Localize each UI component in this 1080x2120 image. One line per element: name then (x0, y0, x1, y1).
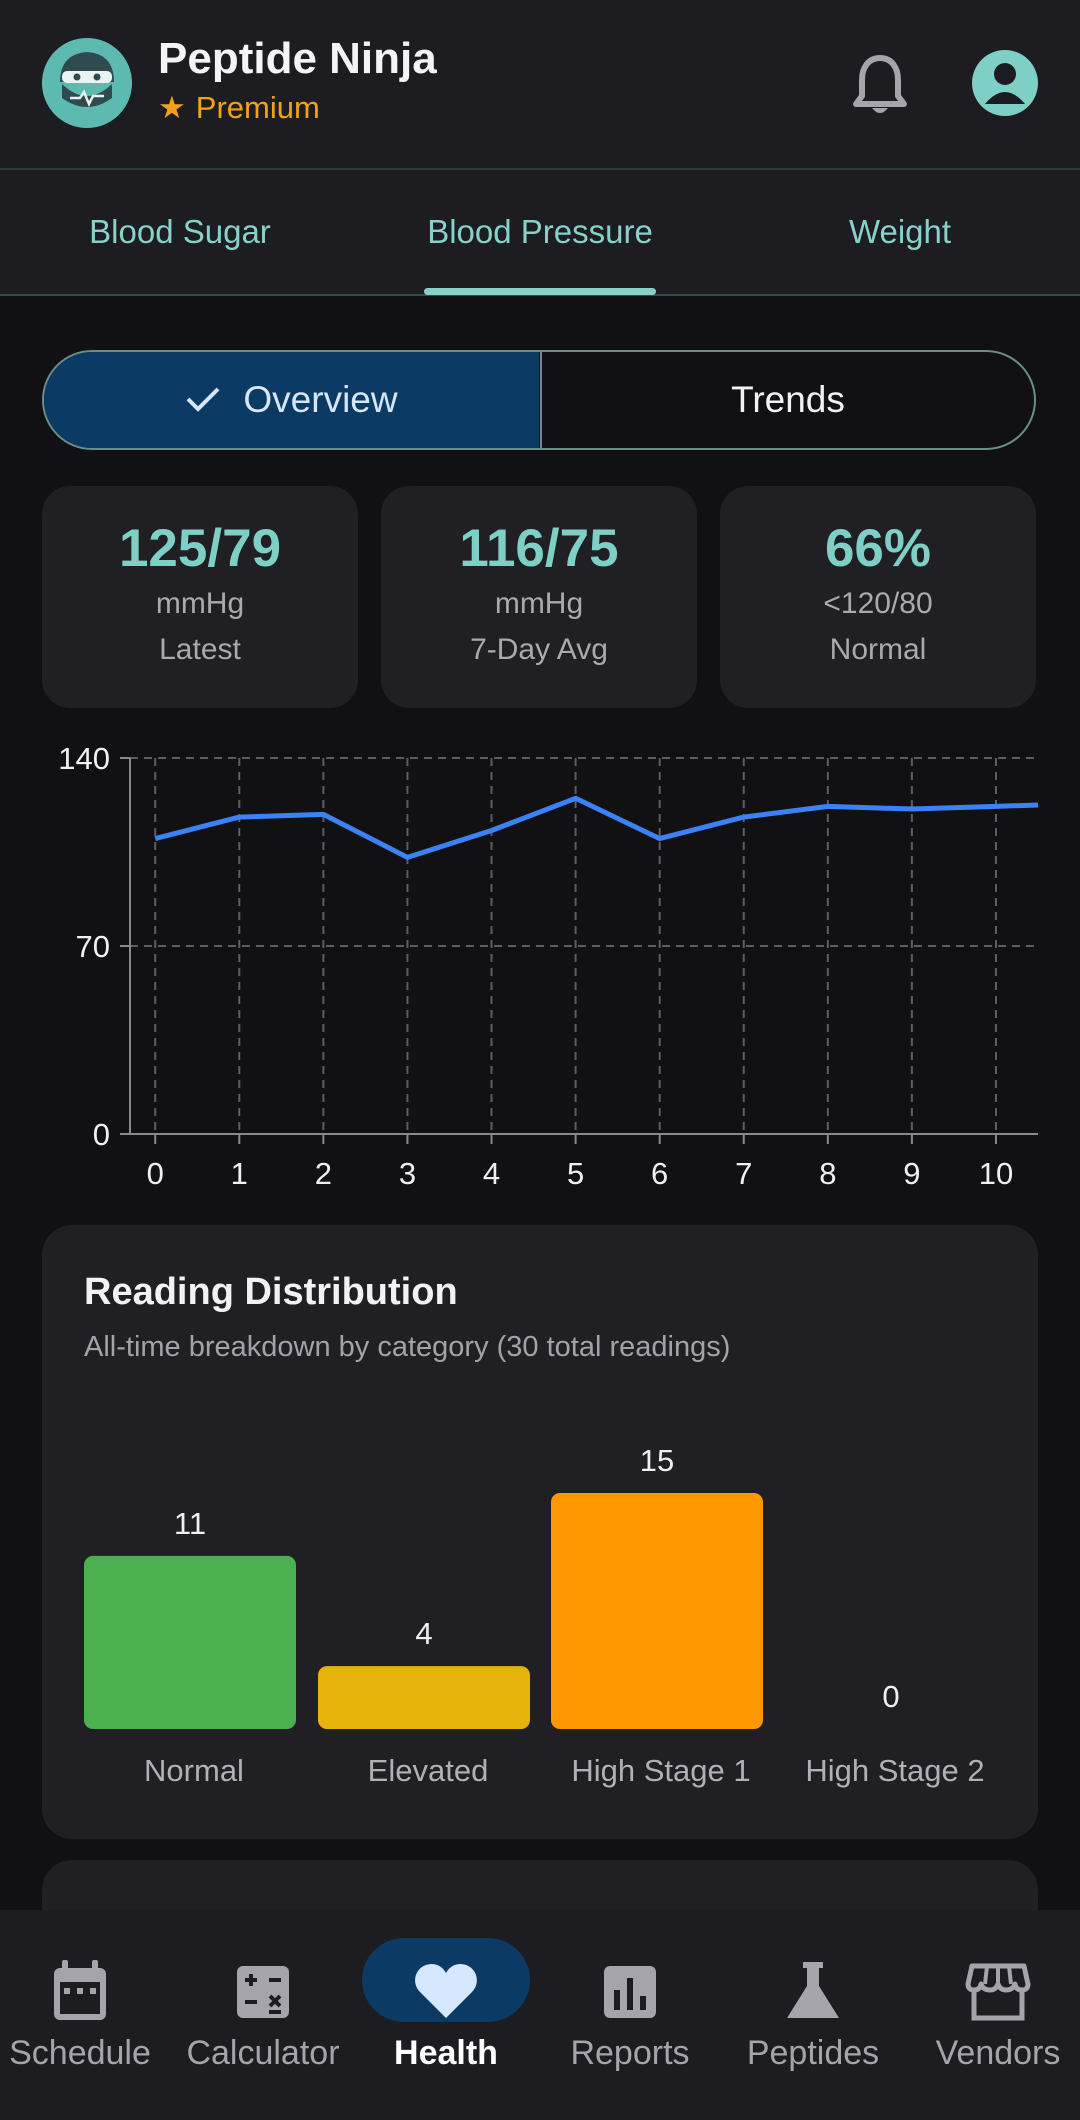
x-tick-label: 5 (567, 1156, 584, 1191)
x-tick-label: 1 (231, 1156, 248, 1191)
x-tick-label: 6 (651, 1156, 668, 1191)
stat-unit: mmHg (155, 587, 245, 620)
app-logo (42, 38, 132, 128)
series-line (154, 795, 1039, 860)
bar-category-label: High Stage 2 (805, 1753, 984, 1788)
storefront-icon (965, 1963, 1031, 2021)
calculator-icon (237, 1966, 289, 2018)
app-header: Peptide Ninja ★ Premium (0, 0, 1080, 170)
bottom-navigation: Schedule Calculator Health Reports Pepti… (0, 1910, 1080, 2120)
x-tick-label: 7 (735, 1156, 752, 1191)
nav-label: Health (394, 2034, 498, 2072)
heart-icon (415, 1964, 477, 2018)
x-tick-label: 2 (315, 1156, 332, 1191)
nav-peptides[interactable]: Peptides (723, 1910, 903, 2120)
stat-unit: mmHg (494, 587, 584, 620)
profile-avatar-icon[interactable] (972, 50, 1038, 116)
nav-calculator[interactable]: Calculator (173, 1910, 353, 2120)
reading-distribution-bar-chart: 11 Normal 4 Elevated 15 High Stage 1 0 High Sta… (84, 1443, 985, 1788)
star-icon: ★ (158, 90, 186, 125)
nav-vendors[interactable]: Vendors (908, 1910, 1080, 2120)
x-tick-label: 9 (903, 1156, 920, 1191)
premium-label: Premium (195, 90, 320, 125)
bar-category-label: Normal (144, 1753, 244, 1788)
nav-schedule[interactable]: Schedule (0, 1910, 170, 2120)
stat-label: 7-Day Avg (470, 633, 608, 666)
nav-label: Vendors (935, 2034, 1061, 2072)
notifications-bell-icon[interactable] (852, 52, 908, 116)
card-subtitle: All-time breakdown by category (30 total… (84, 1331, 731, 1363)
flask-icon (787, 1962, 839, 2018)
bar-chart-icon (604, 1966, 656, 2018)
blood-pressure-line-chart: 0 70 140 0 1 2 3 4 5 6 7 8 9 10 (58, 741, 1039, 1191)
x-tick-label: 0 (147, 1156, 164, 1191)
tab-blood-pressure[interactable]: Blood Pressure (427, 213, 653, 250)
stat-label: Normal (829, 633, 927, 666)
x-tick-label: 3 (399, 1156, 416, 1191)
y-tick-label: 70 (76, 929, 110, 964)
check-icon (186, 387, 220, 413)
bar-value-label: 0 (882, 1679, 899, 1714)
stat-unit: <120/80 (823, 587, 933, 620)
stat-value: 116/75 (459, 519, 619, 578)
nav-label: Reports (570, 2034, 690, 2072)
segment-trends-label: Trends (731, 379, 845, 420)
segment-trends-button[interactable]: Trends (540, 352, 1034, 448)
y-tick-label: 0 (93, 1117, 110, 1152)
bar-value-label: 4 (415, 1616, 432, 1651)
stat-card-latest: 125/79 mmHg Latest (42, 486, 358, 708)
premium-badge: ★ Premium (158, 90, 320, 126)
card-title: Reading Distribution (84, 1271, 458, 1313)
bar-value-label: 15 (640, 1443, 674, 1478)
tab-weight[interactable]: Weight (848, 213, 952, 250)
app-title: Peptide Ninja (158, 34, 437, 83)
view-segmented-control: Overview Trends (42, 350, 1036, 450)
bar-normal (84, 1555, 296, 1729)
bar-elevated (318, 1666, 530, 1729)
segment-overview-button[interactable]: Overview (44, 352, 539, 448)
bar-category-label: High Stage 1 (571, 1753, 750, 1788)
nav-label: Calculator (186, 2034, 340, 2072)
bar-category-label: Elevated (368, 1753, 489, 1788)
nav-label: Peptides (746, 2034, 880, 2072)
tab-blood-sugar[interactable]: Blood Sugar (89, 213, 271, 250)
health-category-tabs: Blood Sugar Blood Pressure Weight (0, 170, 1080, 296)
stat-card-7-day-avg: 116/75 mmHg 7-Day Avg (381, 486, 697, 708)
nav-health[interactable]: Health (356, 1910, 536, 2120)
segment-overview-label: Overview (243, 379, 398, 420)
bar-value-label: 11 (174, 1506, 206, 1541)
calendar-icon (54, 1960, 106, 2020)
reading-distribution-card: Reading Distribution All-time breakdown … (42, 1225, 1038, 1839)
x-tick-label: 4 (483, 1156, 500, 1191)
nav-label: Schedule (9, 2034, 151, 2072)
active-tab-indicator (424, 288, 656, 295)
x-tick-label: 8 (819, 1156, 836, 1191)
nav-reports[interactable]: Reports (540, 1910, 720, 2120)
stat-value: 125/79 (118, 519, 282, 578)
y-tick-label: 140 (58, 741, 110, 776)
stat-value: 66% (824, 519, 932, 578)
stat-card-normal-percent: 66% <120/80 Normal (720, 486, 1036, 708)
x-tick-label: 10 (979, 1156, 1013, 1191)
bar-high-stage-1 (551, 1493, 763, 1729)
stat-label: Latest (159, 633, 241, 666)
